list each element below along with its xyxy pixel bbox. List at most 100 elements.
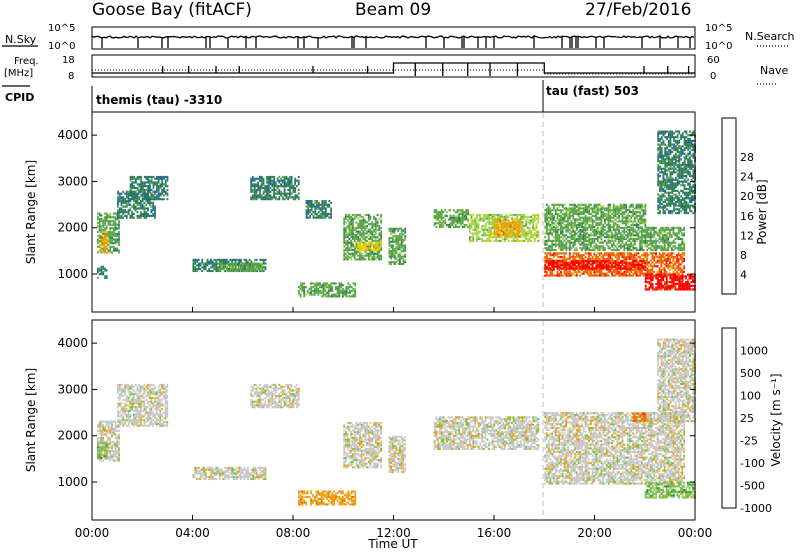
data-cell bbox=[605, 267, 608, 270]
data-cell bbox=[568, 236, 571, 239]
data-cell bbox=[649, 232, 652, 235]
data-cell bbox=[247, 269, 250, 273]
data-cell bbox=[321, 211, 324, 214]
data-cell bbox=[637, 211, 640, 214]
data-cell bbox=[125, 196, 128, 199]
data-cell bbox=[635, 247, 638, 250]
data-cell bbox=[369, 258, 372, 261]
data-cell bbox=[157, 179, 160, 182]
data-cell bbox=[248, 269, 251, 273]
data-cell bbox=[646, 228, 649, 231]
data-cell bbox=[623, 262, 626, 265]
data-cell bbox=[156, 185, 158, 188]
data-cell bbox=[211, 269, 214, 273]
data-cell bbox=[140, 190, 142, 193]
data-cell bbox=[231, 258, 233, 261]
data-cell bbox=[342, 284, 344, 287]
data-cell bbox=[602, 265, 605, 268]
data-cell bbox=[591, 265, 594, 268]
data-cell bbox=[310, 207, 313, 210]
data-cell bbox=[669, 268, 671, 272]
data-cell bbox=[660, 261, 663, 264]
data-cell bbox=[369, 245, 372, 248]
data-cell bbox=[591, 214, 594, 217]
data-cell bbox=[252, 196, 254, 199]
data-cell bbox=[402, 240, 405, 243]
data-cell bbox=[141, 205, 144, 208]
data-cell bbox=[355, 237, 358, 241]
data-cell bbox=[261, 258, 263, 261]
data-cell bbox=[567, 274, 569, 277]
data-cell bbox=[626, 267, 629, 270]
data-cell bbox=[152, 183, 155, 186]
data-cell bbox=[558, 239, 561, 242]
data-cell bbox=[278, 179, 281, 182]
data-cell bbox=[561, 234, 564, 237]
data-cell bbox=[568, 224, 571, 227]
data-cell bbox=[352, 219, 354, 222]
data-cell bbox=[653, 265, 656, 268]
data-cell bbox=[602, 249, 605, 252]
data-cell bbox=[449, 216, 452, 219]
data-cell bbox=[255, 198, 258, 201]
data-cell bbox=[561, 230, 564, 233]
data-cell bbox=[665, 226, 668, 229]
data-cell bbox=[322, 287, 325, 291]
data-cell bbox=[350, 286, 353, 289]
data-cell bbox=[343, 241, 346, 244]
data-cell bbox=[97, 238, 99, 241]
data-cell bbox=[310, 289, 313, 292]
data-cell bbox=[234, 258, 237, 261]
data-cell bbox=[312, 286, 314, 289]
data-cell bbox=[353, 245, 356, 248]
data-cell bbox=[588, 272, 590, 275]
data-cell bbox=[618, 205, 620, 208]
data-cell bbox=[118, 240, 120, 243]
data-cell bbox=[380, 236, 382, 239]
data-cell bbox=[159, 187, 162, 190]
data-cell bbox=[222, 264, 225, 267]
data-cell bbox=[635, 232, 638, 235]
data-cell bbox=[516, 217, 519, 220]
data-cell bbox=[254, 264, 257, 267]
data-cell bbox=[607, 222, 610, 225]
data-cell bbox=[501, 229, 503, 232]
data-cell bbox=[440, 211, 443, 214]
data-cell bbox=[490, 230, 492, 233]
data-cell bbox=[553, 203, 555, 206]
data-cell bbox=[101, 240, 104, 243]
data-cell bbox=[546, 254, 548, 257]
data-cell bbox=[500, 239, 503, 242]
data-cell bbox=[380, 254, 382, 257]
data-cell bbox=[605, 263, 608, 267]
data-cell bbox=[233, 268, 236, 271]
data-cell bbox=[676, 272, 678, 275]
data-cell bbox=[677, 261, 680, 264]
data-cell bbox=[511, 213, 513, 217]
data-cell bbox=[348, 217, 351, 220]
data-cell bbox=[163, 177, 165, 180]
data-cell bbox=[369, 250, 372, 254]
data-cell bbox=[588, 243, 590, 246]
data-cell bbox=[605, 230, 608, 233]
data-cell bbox=[582, 260, 585, 263]
data-cell bbox=[400, 237, 403, 240]
data-cell bbox=[600, 265, 603, 268]
data-cell bbox=[575, 267, 578, 270]
data-cell bbox=[133, 198, 135, 201]
data-cell bbox=[500, 215, 503, 218]
data-cell bbox=[547, 234, 550, 237]
data-cell bbox=[348, 234, 351, 237]
data-cell bbox=[558, 209, 561, 212]
data-cell bbox=[194, 269, 197, 273]
data-cell bbox=[143, 198, 146, 201]
data-cell bbox=[553, 205, 555, 208]
data-cell bbox=[380, 237, 382, 241]
data-cell bbox=[369, 241, 372, 244]
data-cell bbox=[642, 220, 645, 223]
data-cell bbox=[644, 277, 647, 280]
data-cell bbox=[442, 222, 445, 225]
data-cell bbox=[581, 267, 583, 270]
data-cell bbox=[607, 247, 610, 250]
data-cell bbox=[321, 201, 324, 204]
